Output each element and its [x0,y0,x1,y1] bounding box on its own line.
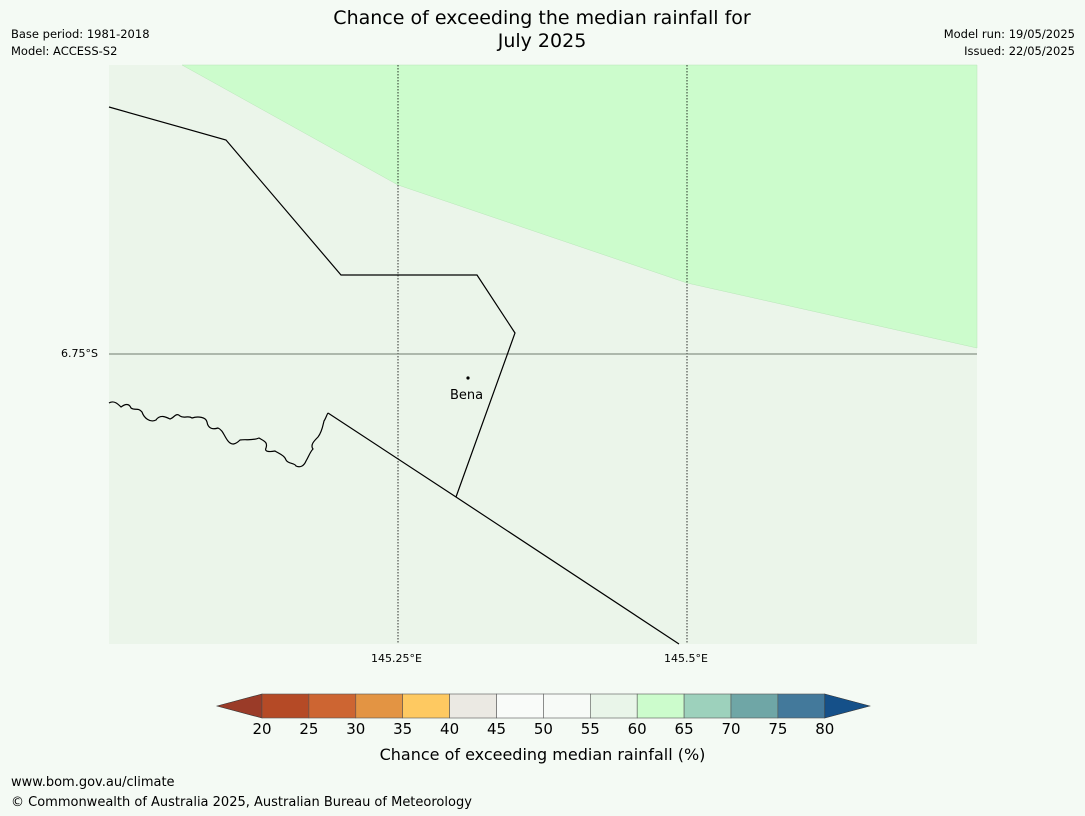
lon-label-145-25: 145.25°E [371,652,422,665]
colorbar-tick-label: 35 [393,720,413,738]
meta-right: Model run: 19/05/2025 Issued: 22/05/2025 [944,26,1075,60]
river-line [108,401,329,468]
colorbar-swatch [261,693,310,719]
colorbar-swatches [215,693,871,719]
model-run: Model run: 19/05/2025 [943,27,1075,41]
rain-zone-60-65 [181,64,978,349]
colorbar-swatch [308,693,357,719]
province-boundary-south [327,412,680,645]
title-line-1: Chance of exceeding the median rainfall … [333,7,751,29]
map-title: Chance of exceeding the median rainfall … [242,7,842,53]
colorbar-tick-label: 40 [440,720,460,738]
footer-url[interactable]: www.bom.gov.au/climate [11,775,175,790]
colorbar-tick-label: 60 [627,720,647,738]
bena-marker [466,376,470,380]
colorbar-swatch [496,693,544,719]
map-panel [108,64,978,645]
colorbar-tick-label: 45 [486,720,507,738]
colorbar-swatch [355,693,403,719]
colorbar-swatch [777,693,826,719]
colorbar-swatch [683,693,732,719]
model-name: Model: ACCESS-S2 [11,44,118,58]
colorbar-tick-label: 55 [580,720,600,738]
colorbar-swatch [543,693,591,719]
colorbar-tick-label: 75 [768,720,788,738]
colorbar-swatch [402,693,450,719]
lon-label-145-5: 145.5°E [664,652,708,665]
colorbar-extend-high [824,693,871,719]
issued-date: Issued: 22/05/2025 [964,44,1075,58]
colorbar-swatch [636,693,685,719]
colorbar-swatch [449,693,497,719]
lat-label: 6.75°S [61,347,98,360]
colorbar-tick-label: 20 [252,720,272,738]
colorbar-extend-low [215,693,263,719]
province-boundary-north [108,106,516,498]
colorbar-swatch [589,693,638,719]
colorbar-swatch [730,693,779,719]
base-period: Base period: 1981-2018 [11,27,150,41]
colorbar-tick-label: 50 [533,720,553,738]
colorbar-tick-label: 80 [815,720,835,738]
meta-left: Base period: 1981-2018 Model: ACCESS-S2 [11,26,150,60]
colorbar-label: Chance of exceeding median rainfall (%) [379,745,706,764]
colorbar-tick-label: 70 [721,720,741,738]
colorbar-tick-label: 65 [674,720,694,738]
footer-copyright: © Commonwealth of Australia 2025, Austra… [11,795,472,810]
colorbar-tick-label: 30 [346,720,366,738]
title-line-2: July 2025 [497,30,587,52]
place-label-bena: Bena [450,388,484,403]
colorbar-tick-label: 25 [299,720,319,738]
